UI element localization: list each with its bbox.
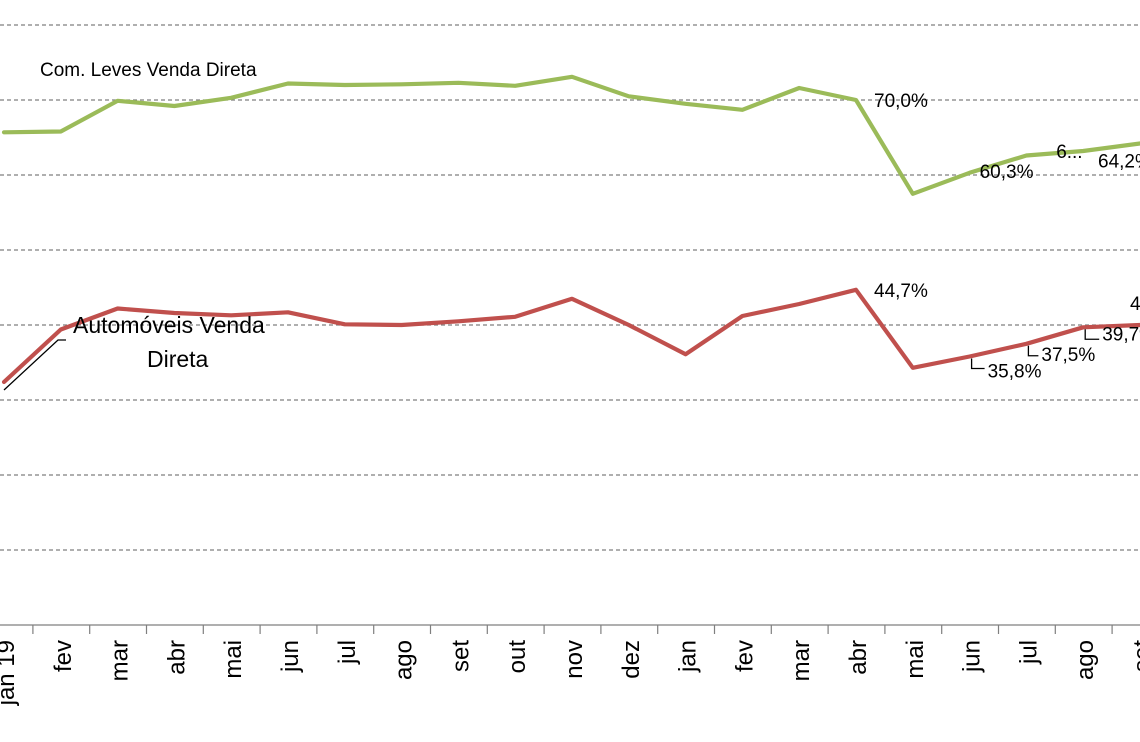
data-label: 44,7% (874, 281, 928, 302)
data-label: 4 (1130, 294, 1140, 315)
x-tick-label: mai (902, 640, 929, 679)
x-tick-label: jan 19 (0, 640, 20, 706)
series-label-automoveis-line1: Automóveis Venda (73, 312, 265, 338)
data-label: 37,5% (1041, 345, 1095, 366)
x-tick-label: ago (391, 640, 418, 680)
gridlines (0, 24, 1140, 551)
series-lines (1, 74, 1140, 385)
x-tick-label: jul (1015, 640, 1042, 665)
data-label: 64,2% (1098, 152, 1140, 173)
series-line-automoveis (1, 287, 1140, 385)
x-tick-label: mar (107, 640, 134, 681)
x-tick-label: fev (731, 640, 758, 672)
data-label-leader (1084, 329, 1100, 340)
x-tick-label: abr (845, 640, 872, 675)
series-label-automoveis-leader (3, 339, 66, 391)
data-label-leader (970, 358, 985, 370)
series-line-com_leves (1, 74, 1140, 196)
x-tick-label: dez (618, 640, 645, 679)
data-label: 35,8% (988, 362, 1042, 383)
data-label-leader (1027, 345, 1039, 357)
x-tick-label: nov (561, 640, 588, 679)
x-axis: jan 19 fev mar abr mai jun jul ago set out nov dez j… (0, 624, 1140, 706)
x-tick-label: fev (50, 640, 77, 672)
x-tick-label: mai (220, 640, 247, 679)
series-label-com-leves: Com. Leves Venda Direta (40, 60, 257, 81)
x-tick-label: ago (1072, 640, 1099, 680)
x-tick-label: jan (675, 640, 702, 673)
x-tick-label: jun (959, 640, 986, 673)
x-tick-label: out (504, 640, 531, 674)
series-label-automoveis-line2: Direta (147, 346, 209, 372)
data-labels: 70,0% 60,3% 6... 64,2% 44,7% 35,8%37,5% 39,7% 4 (874, 91, 1140, 383)
x-tick-label: set (1129, 640, 1140, 672)
data-label: 6... (1056, 142, 1082, 163)
x-tick-label: jun (277, 640, 304, 673)
data-label: 60,3% (980, 162, 1034, 183)
x-tick-label: mar (788, 640, 815, 681)
x-tick-label: jul (334, 640, 361, 665)
data-label: 70,0% (874, 91, 928, 112)
data-label: 39,7% (1102, 324, 1140, 345)
x-tick-label: set (447, 640, 474, 672)
x-tick-label: abr (163, 640, 190, 675)
